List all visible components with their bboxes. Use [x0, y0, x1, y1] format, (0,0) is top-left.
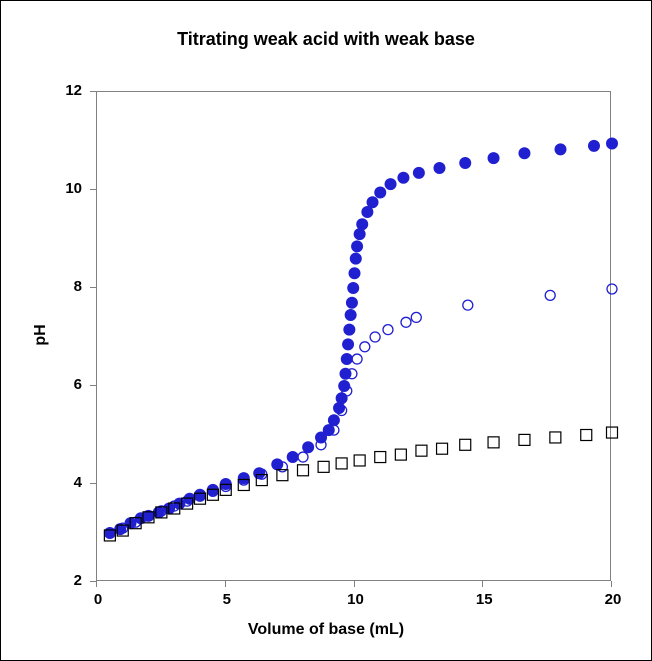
data-point-very-weak-base — [354, 455, 365, 466]
y-tick-label: 6 — [74, 376, 82, 393]
data-points-svg — [97, 92, 612, 582]
data-point-strong-base — [367, 196, 379, 208]
data-point-very-weak-base — [318, 461, 329, 472]
y-tick — [90, 581, 96, 582]
x-tick-label: 20 — [601, 591, 625, 608]
data-point-weak-base — [401, 317, 411, 327]
data-point-very-weak-base — [395, 449, 406, 460]
data-point-strong-base — [287, 451, 299, 463]
y-axis-label: pH — [32, 315, 50, 355]
data-point-strong-base — [347, 282, 359, 294]
x-tick — [225, 581, 226, 587]
data-point-weak-base — [370, 332, 380, 342]
y-tick — [90, 287, 96, 288]
data-point-very-weak-base — [581, 430, 592, 441]
data-point-strong-base — [351, 240, 363, 252]
data-point-very-weak-base — [437, 443, 448, 454]
data-point-strong-base — [413, 167, 425, 179]
data-point-strong-base — [518, 147, 530, 159]
data-point-weak-base — [411, 312, 421, 322]
data-point-very-weak-base — [607, 427, 618, 438]
data-point-strong-base — [374, 186, 386, 198]
data-point-very-weak-base — [550, 432, 561, 443]
data-point-strong-base — [606, 137, 618, 149]
x-tick — [611, 581, 612, 587]
y-tick — [90, 483, 96, 484]
data-point-very-weak-base — [416, 445, 427, 456]
data-point-very-weak-base — [519, 434, 530, 445]
y-tick-label: 10 — [65, 180, 82, 197]
x-axis-label: Volume of base (mL) — [1, 621, 651, 639]
x-tick — [482, 581, 483, 587]
data-point-weak-base — [607, 284, 617, 294]
data-point-very-weak-base — [375, 452, 386, 463]
data-point-weak-base — [360, 342, 370, 352]
data-point-weak-base — [298, 452, 308, 462]
data-point-strong-base — [385, 178, 397, 190]
data-point-strong-base — [343, 324, 355, 336]
data-point-very-weak-base — [460, 439, 471, 450]
data-point-strong-base — [555, 143, 567, 155]
data-point-strong-base — [104, 527, 116, 539]
data-point-strong-base — [336, 392, 348, 404]
data-point-strong-base — [342, 338, 354, 350]
data-point-strong-base — [153, 506, 165, 518]
data-point-strong-base — [488, 152, 500, 164]
y-tick-label: 2 — [74, 572, 82, 589]
x-tick-label: 5 — [215, 591, 239, 608]
chart-title: Titrating weak acid with weak base — [1, 29, 651, 50]
data-point-strong-base — [346, 297, 358, 309]
plot-area — [96, 91, 611, 581]
data-point-strong-base — [302, 441, 314, 453]
x-tick-label: 15 — [472, 591, 496, 608]
x-tick-label: 0 — [86, 591, 110, 608]
data-point-very-weak-base — [488, 437, 499, 448]
data-point-weak-base — [352, 354, 362, 364]
data-point-strong-base — [433, 162, 445, 174]
y-tick — [90, 189, 96, 190]
data-point-weak-base — [383, 325, 393, 335]
data-point-very-weak-base — [298, 465, 309, 476]
x-tick — [354, 581, 355, 587]
data-point-strong-base — [184, 493, 196, 505]
data-point-strong-base — [459, 157, 471, 169]
data-point-strong-base — [397, 172, 409, 184]
chart-container: Titrating weak acid with weak base pH Vo… — [0, 0, 652, 661]
data-point-weak-base — [463, 300, 473, 310]
y-tick-label: 4 — [74, 474, 82, 491]
y-tick-label: 12 — [65, 82, 82, 99]
data-point-strong-base — [341, 353, 353, 365]
data-point-strong-base — [345, 309, 357, 321]
y-tick — [90, 91, 96, 92]
data-point-strong-base — [356, 218, 368, 230]
y-tick — [90, 385, 96, 386]
data-point-very-weak-base — [336, 458, 347, 469]
data-point-strong-base — [588, 140, 600, 152]
data-point-weak-base — [545, 290, 555, 300]
x-tick-label: 10 — [344, 591, 368, 608]
data-point-strong-base — [349, 267, 361, 279]
data-point-strong-base — [350, 253, 362, 265]
x-tick — [96, 581, 97, 587]
y-tick-label: 8 — [74, 278, 82, 295]
